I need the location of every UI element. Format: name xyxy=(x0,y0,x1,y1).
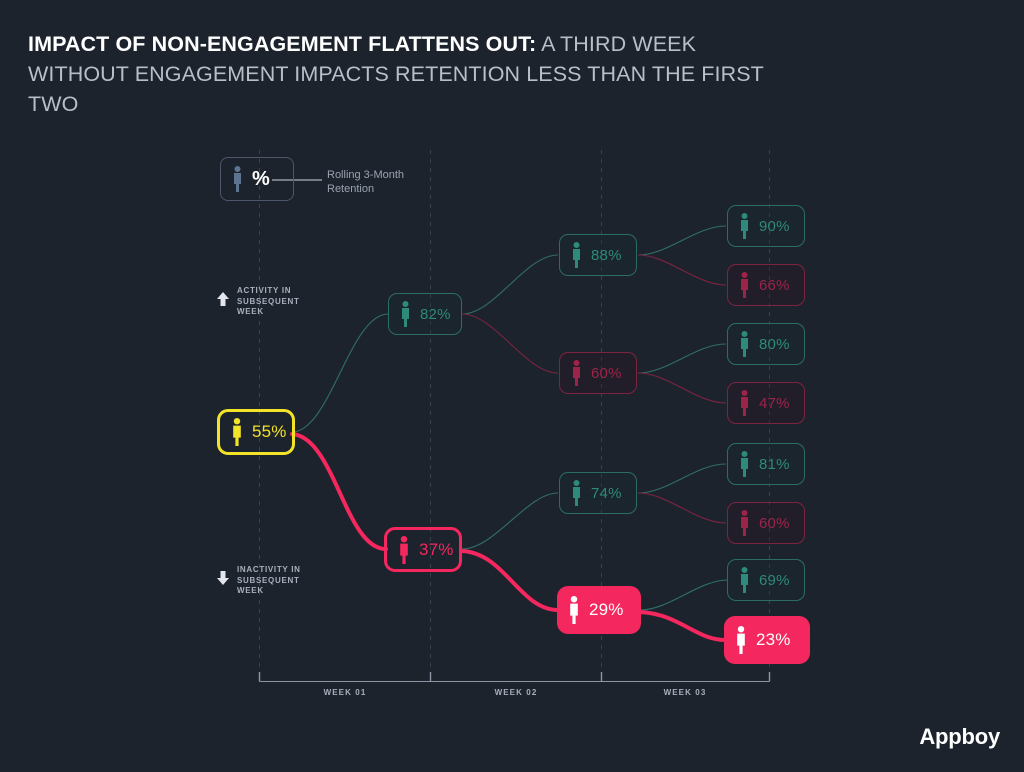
node-value: 88% xyxy=(591,246,622,264)
person-icon xyxy=(400,535,408,564)
node-week2-inactive-29[interactable]: 29% xyxy=(557,586,641,634)
title-light: A THIRD WEEK WITHOUT ENGAGEMENT IMPACTS … xyxy=(28,32,764,116)
link-88-90 xyxy=(637,225,727,256)
legend-percent-symbol: % xyxy=(252,167,270,190)
node-root-55[interactable]: 55% xyxy=(217,409,295,455)
node-value: 74% xyxy=(591,484,622,502)
person-icon xyxy=(741,213,748,239)
node-value: 55% xyxy=(252,422,287,441)
node-value: 80% xyxy=(759,335,790,353)
page-title: IMPACT OF NON-ENGAGEMENT FLATTENS OUT: A… xyxy=(28,29,788,119)
node-value: 90% xyxy=(759,217,790,235)
node-value: 82% xyxy=(420,305,451,323)
axis-tick-week-02: WEEK 02 xyxy=(494,688,538,697)
node-value: 60% xyxy=(591,364,622,382)
arrow-up-icon xyxy=(217,292,229,306)
link-60-47 xyxy=(637,372,727,404)
link-29-23 xyxy=(638,610,728,642)
person-icon xyxy=(741,567,748,593)
person-icon xyxy=(233,418,241,446)
person-icon xyxy=(741,451,748,477)
person-icon xyxy=(570,596,578,624)
person-icon xyxy=(741,272,748,298)
node-value: 66% xyxy=(759,276,790,294)
node-week1-inactive-37[interactable]: 37% xyxy=(384,527,462,572)
node-week1-active-82[interactable]: 82% xyxy=(388,293,462,335)
link-37-74 xyxy=(461,492,559,550)
link-37-29 xyxy=(460,549,560,612)
node-week3-active-90[interactable]: 90% xyxy=(727,205,805,247)
person-icon xyxy=(234,166,241,192)
appboy-logo: Appboy xyxy=(919,724,1000,749)
link-82-88 xyxy=(461,254,559,315)
node-value: 37% xyxy=(419,539,454,559)
person-icon xyxy=(573,360,580,386)
node-week2-active-88[interactable]: 88% xyxy=(559,234,637,276)
link-60-80 xyxy=(637,343,727,374)
person-icon xyxy=(402,301,409,327)
annotation-activity: ACTIVITY IN SUBSEQUENT WEEK xyxy=(237,286,300,316)
node-week2-inactive-60[interactable]: 60% xyxy=(559,352,637,394)
node-week3-inactive-60[interactable]: 60% xyxy=(727,502,805,544)
link-74-81 xyxy=(637,463,727,494)
node-value: 29% xyxy=(589,600,624,619)
gridlines xyxy=(259,150,770,672)
link-root-82 xyxy=(291,313,389,433)
legend-description: Rolling 3-Month Retention xyxy=(327,169,405,195)
node-week3-inactive-47[interactable]: 47% xyxy=(727,382,805,424)
node-value: 69% xyxy=(759,571,790,589)
node-week3-active-81[interactable]: 81% xyxy=(727,443,805,485)
link-29-69 xyxy=(639,579,729,611)
node-value: 81% xyxy=(759,455,790,473)
legend-box: % xyxy=(220,157,294,201)
person-icon xyxy=(741,510,748,536)
link-88-66 xyxy=(637,254,727,286)
person-icon xyxy=(573,242,580,268)
link-74-60b xyxy=(637,492,727,524)
axis-tick-week-03: WEEK 03 xyxy=(663,688,707,697)
person-icon xyxy=(741,331,748,357)
axis-tick-week-01: WEEK 01 xyxy=(323,688,367,697)
annotation-inactivity: INACTIVITY IN SUBSEQUENT WEEK xyxy=(237,565,301,595)
title-strong: IMPACT OF NON-ENGAGEMENT FLATTENS OUT: xyxy=(28,32,537,56)
node-value: 23% xyxy=(756,630,791,649)
node-week3-inactive-23[interactable]: 23% xyxy=(724,616,810,664)
node-value: 60% xyxy=(759,514,790,532)
node-week3-active-80[interactable]: 80% xyxy=(727,323,805,365)
x-axis xyxy=(258,672,771,682)
node-week3-inactive-66[interactable]: 66% xyxy=(727,264,805,306)
node-value: 47% xyxy=(759,394,790,412)
node-week2-active-74[interactable]: 74% xyxy=(559,472,637,514)
person-icon xyxy=(737,626,745,654)
node-week3-active-69[interactable]: 69% xyxy=(727,559,805,601)
arrow-down-icon xyxy=(217,571,229,585)
link-82-60 xyxy=(461,313,559,374)
person-icon xyxy=(573,480,580,506)
link-root-37 xyxy=(290,432,388,551)
person-icon xyxy=(741,390,748,416)
